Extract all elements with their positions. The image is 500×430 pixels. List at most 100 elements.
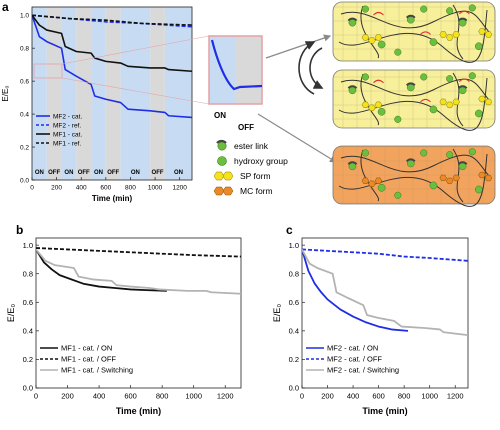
- y-tick-label: 0.8: [20, 45, 29, 52]
- legend-sp-form: SP form: [213, 171, 271, 181]
- mc-form-icon: [452, 174, 460, 182]
- y-axis-label: E/E₀: [6, 304, 16, 323]
- mc-form-icon: [478, 171, 486, 179]
- polymer-chain: [360, 5, 379, 59]
- x-axis-label: Time (min): [362, 406, 407, 416]
- plot-frame: [35, 237, 242, 389]
- inset-border: [208, 35, 263, 105]
- y-tick-label: 0.0: [23, 384, 33, 393]
- sp-form-icon: [484, 31, 493, 38]
- sp-form-icon: [478, 28, 486, 35]
- sp-form-icon: [361, 34, 370, 41]
- mc-form-icon: [446, 177, 454, 185]
- phase-label: OFF: [152, 170, 164, 176]
- hydroxy-group-icon: [420, 5, 428, 13]
- network-grid: [333, 70, 495, 128]
- x-tick-label: 1000: [148, 185, 163, 192]
- hydroxy-group-icon: [361, 73, 369, 81]
- hydroxy-group-icon: [429, 38, 438, 46]
- ester-link-icon: [457, 85, 468, 90]
- hydroxy-group-icon: [429, 181, 438, 190]
- phase-label: ON: [174, 170, 183, 176]
- sp-form-icon: [452, 98, 460, 106]
- phase-band-off: [46, 7, 62, 180]
- legend-mc-form: MC form: [213, 186, 273, 196]
- network-grid: [333, 146, 495, 204]
- phase-band-on: [120, 7, 151, 180]
- ester-link-icon: [405, 158, 416, 163]
- phase-label: OFF: [48, 170, 60, 176]
- y-tick-label: 0.6: [23, 298, 33, 307]
- mc-form-icon: [368, 180, 376, 187]
- hydroxy-group-icon: [361, 5, 369, 13]
- hydroxy-group-icon: [468, 4, 476, 12]
- phase-band-off: [150, 7, 165, 180]
- exchange-arrow: [458, 78, 470, 83]
- sp-form-icon: [484, 98, 493, 106]
- y-tick-label: 0.6: [289, 298, 299, 307]
- inset-label-off: OFF: [238, 123, 254, 132]
- zoom-connectors: [33, 35, 210, 105]
- hydroxy-group-icon: [474, 42, 483, 51]
- series-line: [302, 249, 468, 337]
- mc-form-icon: [361, 177, 370, 184]
- mc-form-icon: [374, 177, 383, 184]
- sp-form-icon: [361, 101, 370, 108]
- y-tick-label: 1.0: [23, 241, 33, 250]
- hydroxy-group-icon: [446, 151, 454, 159]
- x-tick-label: 1200: [217, 392, 234, 401]
- phase-band-on: [32, 7, 47, 180]
- hydroxy-group-icon: [468, 148, 476, 156]
- hydroxy-group-icon: [394, 115, 402, 123]
- x-tick-label: 400: [347, 392, 360, 401]
- hydroxy-group-icon: [420, 149, 428, 157]
- plot-frame: [31, 6, 193, 181]
- phase-label: OFF: [78, 170, 90, 176]
- cycle-arrow-lower: [298, 41, 316, 95]
- series-line: [32, 14, 192, 119]
- x-axis-label: Time (min): [116, 406, 161, 416]
- sp-form-icon: [213, 171, 234, 181]
- phase-label: OFF: [107, 170, 119, 176]
- y-axis-label: E/E₀: [1, 85, 10, 101]
- x-tick-label: 800: [398, 392, 411, 401]
- legend-label-hydroxy-group: hydroxy group: [234, 156, 288, 166]
- mc-form-icon: [484, 174, 493, 182]
- sp-form-icon: [368, 37, 376, 44]
- legend-label: MF1 - cat. / ON: [61, 344, 112, 353]
- hydroxy-group-icon: [361, 149, 369, 157]
- hydroxy-group-icon: [446, 7, 454, 15]
- chart-b: 0 200 400 600 800 1000 1200 0.0 0.2 0.4 0.6 0.8 1.0 T…: [6, 237, 242, 416]
- x-tick-label: 800: [156, 392, 169, 401]
- phase-label: ON: [35, 170, 44, 176]
- x-tick-label: 600: [124, 392, 137, 401]
- x-tick-label: 600: [100, 185, 111, 192]
- x-tick-label: 1000: [185, 392, 202, 401]
- y-tick-label: 0.2: [289, 355, 299, 364]
- sp-form-icon: [368, 104, 376, 111]
- legend-label: MF1 - cat. / OFF: [61, 355, 116, 364]
- hydroxy-group-icon: [474, 185, 483, 194]
- zoom-connector-top: [61, 35, 210, 65]
- mc-form-icon: [439, 174, 447, 182]
- sp-form-icon: [446, 101, 454, 109]
- panel-label-b: b: [16, 223, 23, 237]
- x-tick-label: 400: [93, 392, 106, 401]
- x-tick-label: 0: [30, 185, 34, 192]
- sp-form-icon: [478, 95, 486, 103]
- y-tick-label: 0.4: [289, 326, 299, 335]
- y-tick-label: 0.0: [289, 384, 299, 393]
- y-tick-label: 1.0: [289, 241, 299, 250]
- legend-label: MF2 - cat. / Switching: [327, 366, 399, 375]
- ester-link-icon: [347, 85, 358, 90]
- y-tick-label: 1.0: [20, 13, 29, 20]
- legend-ester-link: ester link: [216, 139, 269, 151]
- hydroxy-group-icon: [394, 48, 402, 56]
- hydroxy-group-icon: [474, 109, 483, 118]
- exchange-arrow: [420, 98, 431, 103]
- exchange-arrow: [373, 79, 384, 84]
- sp-form-icon: [374, 101, 383, 108]
- network-schematic-upper: [332, 1, 496, 63]
- exchange-arrow: [373, 11, 384, 16]
